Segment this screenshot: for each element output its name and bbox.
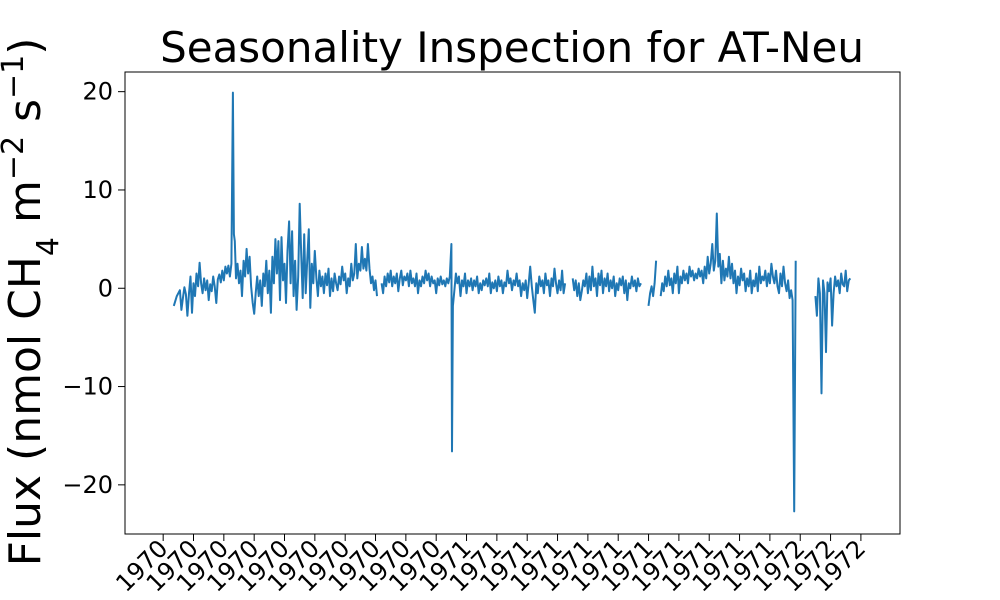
plot-frame xyxy=(124,71,901,535)
y-tick-label: 10 xyxy=(82,176,113,204)
series-line-segment-5 xyxy=(659,212,797,513)
plot-area xyxy=(172,91,852,513)
y-axis-ticks: 20 10 0 −10 −20 xyxy=(62,78,125,499)
chart-title: Seasonality Inspection for AT-Neu xyxy=(160,23,864,72)
y-tick-label: −10 xyxy=(62,373,113,401)
series-line-segment-1 xyxy=(172,91,378,317)
series-line-segment-2 xyxy=(380,243,567,453)
y-tick-label: 0 xyxy=(98,274,113,302)
y-axis-label: Flux (nmol CH4 m−2 s−1) xyxy=(0,38,66,567)
series-line-segment-3 xyxy=(571,265,642,302)
series-line-segment-6 xyxy=(814,269,852,395)
y-tick-label: 20 xyxy=(82,78,113,106)
y-tick-label: −20 xyxy=(62,471,113,499)
series-line-segment-4 xyxy=(647,260,658,307)
x-axis-ticks: 1970197019701970197019701970197019701970… xyxy=(110,534,871,597)
